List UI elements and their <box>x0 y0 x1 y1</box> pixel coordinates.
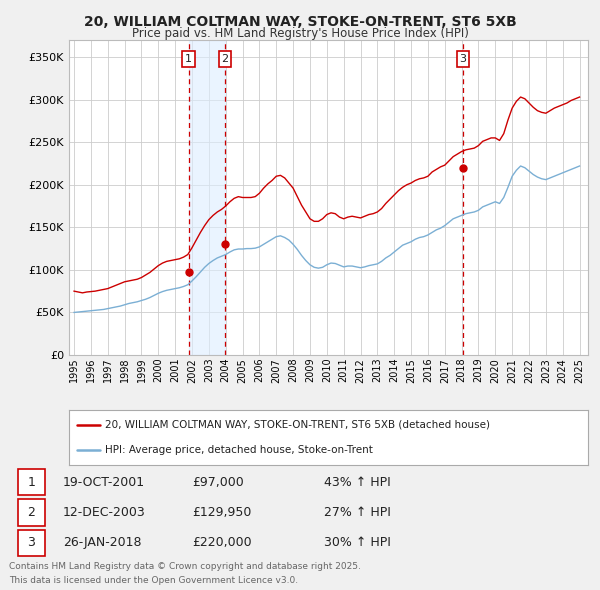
FancyBboxPatch shape <box>18 469 45 496</box>
Text: £129,950: £129,950 <box>192 506 251 519</box>
FancyBboxPatch shape <box>18 530 45 556</box>
FancyBboxPatch shape <box>18 499 45 526</box>
Text: 2: 2 <box>28 506 35 519</box>
Text: 30% ↑ HPI: 30% ↑ HPI <box>324 536 391 549</box>
Text: 3: 3 <box>28 536 35 549</box>
Bar <box>188 40 225 355</box>
Text: Price paid vs. HM Land Registry's House Price Index (HPI): Price paid vs. HM Land Registry's House … <box>131 27 469 40</box>
Text: 20, WILLIAM COLTMAN WAY, STOKE-ON-TRENT, ST6 5XB (detached house): 20, WILLIAM COLTMAN WAY, STOKE-ON-TRENT,… <box>106 420 490 430</box>
Text: 27% ↑ HPI: 27% ↑ HPI <box>324 506 391 519</box>
Text: Contains HM Land Registry data © Crown copyright and database right 2025.: Contains HM Land Registry data © Crown c… <box>9 562 361 571</box>
Text: 3: 3 <box>459 54 466 64</box>
Text: This data is licensed under the Open Government Licence v3.0.: This data is licensed under the Open Gov… <box>9 576 298 585</box>
Text: 2: 2 <box>221 54 229 64</box>
Text: 1: 1 <box>185 54 192 64</box>
Text: 19-OCT-2001: 19-OCT-2001 <box>63 476 145 489</box>
Text: 26-JAN-2018: 26-JAN-2018 <box>63 536 142 549</box>
Text: 20, WILLIAM COLTMAN WAY, STOKE-ON-TRENT, ST6 5XB: 20, WILLIAM COLTMAN WAY, STOKE-ON-TRENT,… <box>83 15 517 29</box>
Text: HPI: Average price, detached house, Stoke-on-Trent: HPI: Average price, detached house, Stok… <box>106 445 373 455</box>
Text: £97,000: £97,000 <box>192 476 244 489</box>
Text: 1: 1 <box>28 476 35 489</box>
Text: 12-DEC-2003: 12-DEC-2003 <box>63 506 146 519</box>
Text: 43% ↑ HPI: 43% ↑ HPI <box>324 476 391 489</box>
Text: £220,000: £220,000 <box>192 536 251 549</box>
